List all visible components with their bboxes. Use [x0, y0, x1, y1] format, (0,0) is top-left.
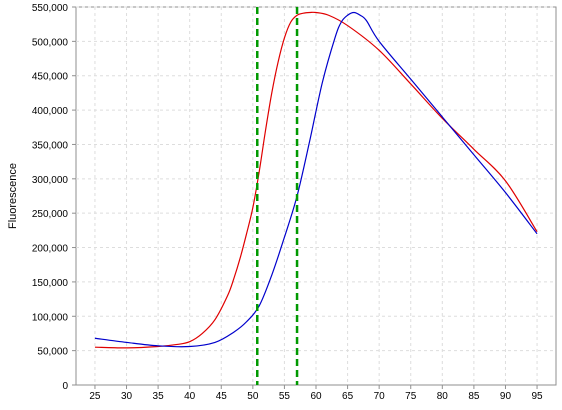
x-tick-label: 65: [342, 391, 354, 402]
x-tick-label: 30: [121, 391, 133, 402]
y-tick-label: 450,000: [32, 72, 69, 83]
x-tick-label: 35: [153, 391, 165, 402]
x-tick-label: 75: [405, 391, 417, 402]
y-tick-label: 550,000: [32, 3, 69, 14]
y-tick-label: 400,000: [32, 106, 69, 117]
x-tick-label: 50: [247, 391, 259, 402]
y-tick-label: 250,000: [32, 209, 69, 220]
y-tick-label: 150,000: [32, 278, 69, 289]
y-tick-label: 0: [62, 381, 68, 392]
axis-layer: 0 50,000 100,000 150,000 200,000 250,000 300,0…: [32, 3, 543, 402]
y-tick-label: 300,000: [32, 175, 69, 186]
y-tick-label: 50,000: [37, 347, 68, 358]
marker-layer: [256, 7, 299, 385]
y-tick-label: 100,000: [32, 312, 69, 323]
y-axis-label: Fluorescence: [7, 163, 19, 229]
x-tick-label: 95: [531, 391, 543, 402]
series-line-2: [94, 11, 538, 348]
y-tick-label: 500,000: [32, 37, 69, 48]
x-tick-label: 90: [500, 391, 512, 402]
x-tick-label: 85: [468, 391, 480, 402]
x-tick-label: 45: [216, 391, 228, 402]
y-tick-label: 200,000: [32, 244, 69, 255]
x-tick-label: 60: [310, 391, 322, 402]
grid: [76, 6, 556, 385]
x-tick-label: 25: [89, 391, 101, 402]
x-tick-label: 70: [374, 391, 386, 402]
y-tick-label: 350,000: [32, 140, 69, 151]
series-layer: [94, 11, 538, 349]
x-tick-label: 80: [437, 391, 449, 402]
x-tick-label: 55: [279, 391, 291, 402]
series-line-1: [94, 11, 538, 349]
x-tick-label: 40: [184, 391, 196, 402]
